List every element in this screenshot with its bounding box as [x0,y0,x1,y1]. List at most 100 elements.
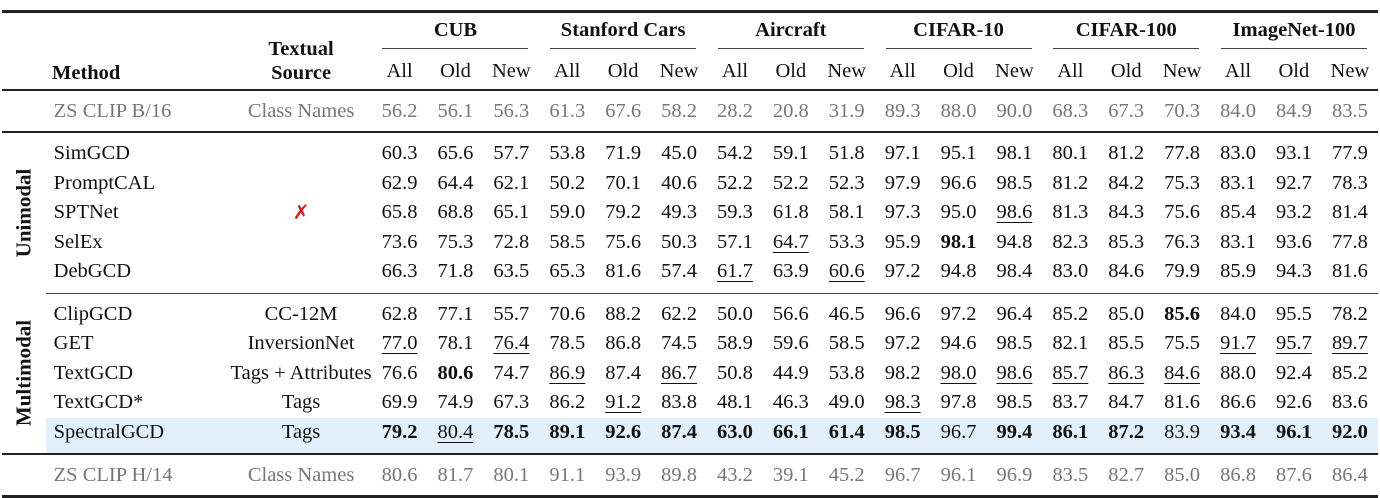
value-cell: 83.9 [1154,417,1211,454]
dataset-name: CIFAR-100 [1053,19,1200,49]
table-row: SPTNet ✗ 65.8 68.8 65.1 59.0 79.2 49.3 59.3 61.8 5… [2,198,1378,228]
value: 88.2 [605,302,642,325]
value-cell: 98.6 [986,359,1042,389]
value-cell: 87.2 [1098,417,1155,454]
value-cell: 75.5 [1154,329,1210,359]
value-cell: 83.0 [1042,257,1098,293]
value-cell: 58.1 [819,198,875,228]
table-row: PromptCAL 62.9 64.4 62.1 50.2 70.1 40.6 52.2 52.… [2,169,1378,199]
header-dataset: CUB [371,10,540,53]
value-cell: 85.2 [1042,292,1099,329]
value-cell: 79.2 [595,198,651,228]
value: 91.1 [549,463,586,486]
value-cell: 96.1 [1265,417,1322,454]
baseline-row-bottom: ZS CLIP H/14 Class Names 80.6 81.7 80.1 91.1 9… [2,453,1378,498]
value-cell: 74.9 [428,388,484,418]
value: 74.5 [661,332,697,355]
value: 97.2 [940,302,977,325]
value: 39.1 [772,463,809,486]
textual-source [231,257,372,293]
value: 83.5 [1052,463,1089,486]
dataset-name: CIFAR-10 [885,19,1032,49]
value: 64.4 [437,171,474,194]
value-cell: 87.4 [595,359,651,389]
header-subcol: All [386,59,413,82]
header-subcol: Old [1110,59,1142,82]
value: 97.8 [940,391,977,414]
value: 85.9 [1220,260,1256,283]
value-cell: 66.3 [372,257,428,293]
value-cell: 61.3 [539,89,596,132]
value-cell: 50.3 [651,228,707,258]
value: 93.9 [605,463,642,486]
value-cell: 76.3 [1154,228,1210,258]
method-name: GET [53,332,94,355]
value-cell: 97.2 [875,329,931,359]
value: 60.3 [381,142,418,165]
value-cell: 85.3 [1098,228,1154,258]
value: 92.0 [1331,420,1368,443]
value: 94.8 [996,230,1033,253]
value-cell: 59.0 [539,198,595,228]
value-cell: 93.6 [1266,228,1322,258]
value-cell: 57.7 [483,131,540,169]
value-cell: 39.1 [762,453,819,498]
value: 84.6 [1164,361,1201,384]
value-cell: 98.5 [986,169,1042,199]
value: 78.1 [437,332,474,355]
value: 83.0 [1220,142,1256,165]
value: 84.9 [1275,99,1312,122]
value-cell: 96.9 [986,453,1043,498]
group-spacer [2,89,46,132]
value-cell: 54.2 [707,131,763,169]
value: 98.1 [940,230,977,253]
value: 86.9 [549,361,586,384]
header-subcol: All [1057,59,1084,82]
value: 83.1 [1220,230,1256,253]
value-cell: 79.2 [371,417,428,454]
value: 87.6 [1275,463,1312,486]
value-cell: 62.9 [372,169,428,199]
value-cell: 98.1 [986,131,1043,169]
value: 93.2 [1275,201,1312,224]
value-cell: 96.4 [986,292,1043,329]
value: 79.2 [605,201,642,224]
value: 48.1 [717,391,753,414]
textual-source [230,131,372,169]
header-subcol: New [1330,59,1370,82]
value-cell: 74.5 [651,329,707,359]
value: 83.5 [1331,99,1368,122]
value: 45.2 [828,463,865,486]
value: 57.4 [661,260,697,283]
dataset-name: CUB [382,19,529,49]
value-cell: 81.7 [427,453,484,498]
value: 86.3 [1108,361,1145,384]
value: 94.6 [940,332,977,355]
value: 80.1 [493,463,530,486]
value: 98.5 [996,332,1033,355]
value-cell: 75.3 [1154,169,1210,199]
value-cell: 58.9 [707,329,763,359]
value-cell: 93.9 [595,453,652,498]
method-name: SpectralGCD [45,417,231,454]
value: 84.0 [1220,302,1256,325]
value-cell: 96.1 [930,453,987,498]
value-cell: 95.5 [1265,292,1322,329]
textual-source: Class Names [230,89,372,132]
value: 63.0 [717,420,753,443]
value: 99.4 [996,420,1033,443]
value: 44.9 [772,361,809,384]
header-subcol: All [554,59,581,82]
textual-source: Tags [281,391,321,414]
value: 59.6 [772,332,809,355]
value: 54.2 [717,142,753,165]
value: 92.4 [1275,361,1312,384]
value: 69.9 [381,391,418,414]
value-cell: 92.6 [1266,388,1322,418]
header-subcol: New [659,59,699,82]
value-cell: 88.0 [930,89,987,132]
value-cell: 96.7 [930,417,987,454]
value: 84.7 [1108,391,1145,414]
value-cell: 86.8 [1210,453,1266,498]
value-cell: 40.6 [651,169,707,199]
